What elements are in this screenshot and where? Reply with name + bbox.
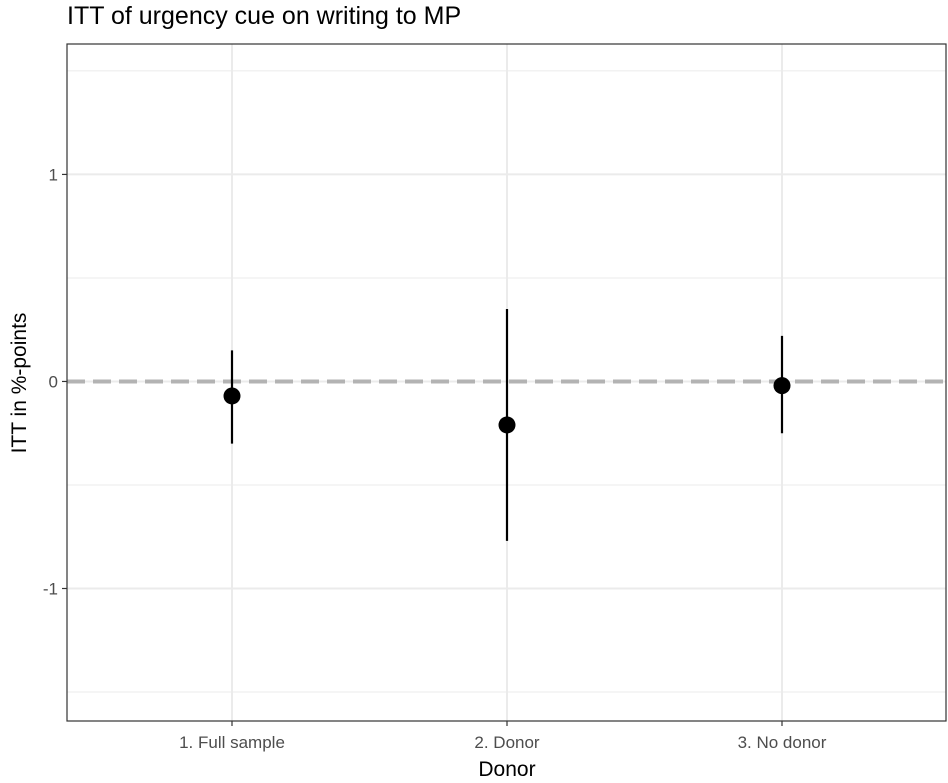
- data-marks: [223, 309, 791, 541]
- x-tick-label: 1. Full sample: [179, 733, 285, 752]
- point-estimate: [223, 387, 241, 405]
- chart-title: ITT of urgency cue on writing to MP: [67, 2, 461, 30]
- x-axis-title: Donor: [478, 758, 535, 781]
- y-tick-label: 1: [49, 165, 58, 184]
- x-tick-label: 2. Donor: [474, 733, 540, 752]
- y-tick-label: 0: [49, 372, 58, 391]
- point-estimate: [498, 416, 516, 434]
- x-tick-label: 3. No donor: [738, 733, 827, 752]
- point-estimate: [773, 377, 791, 395]
- y-axis: 1 0 -1: [43, 165, 67, 598]
- y-axis-title: ITT in %-points: [8, 313, 31, 454]
- x-axis: 1. Full sample 2. Donor 3. No donor: [179, 721, 827, 752]
- y-tick-label: -1: [43, 579, 58, 598]
